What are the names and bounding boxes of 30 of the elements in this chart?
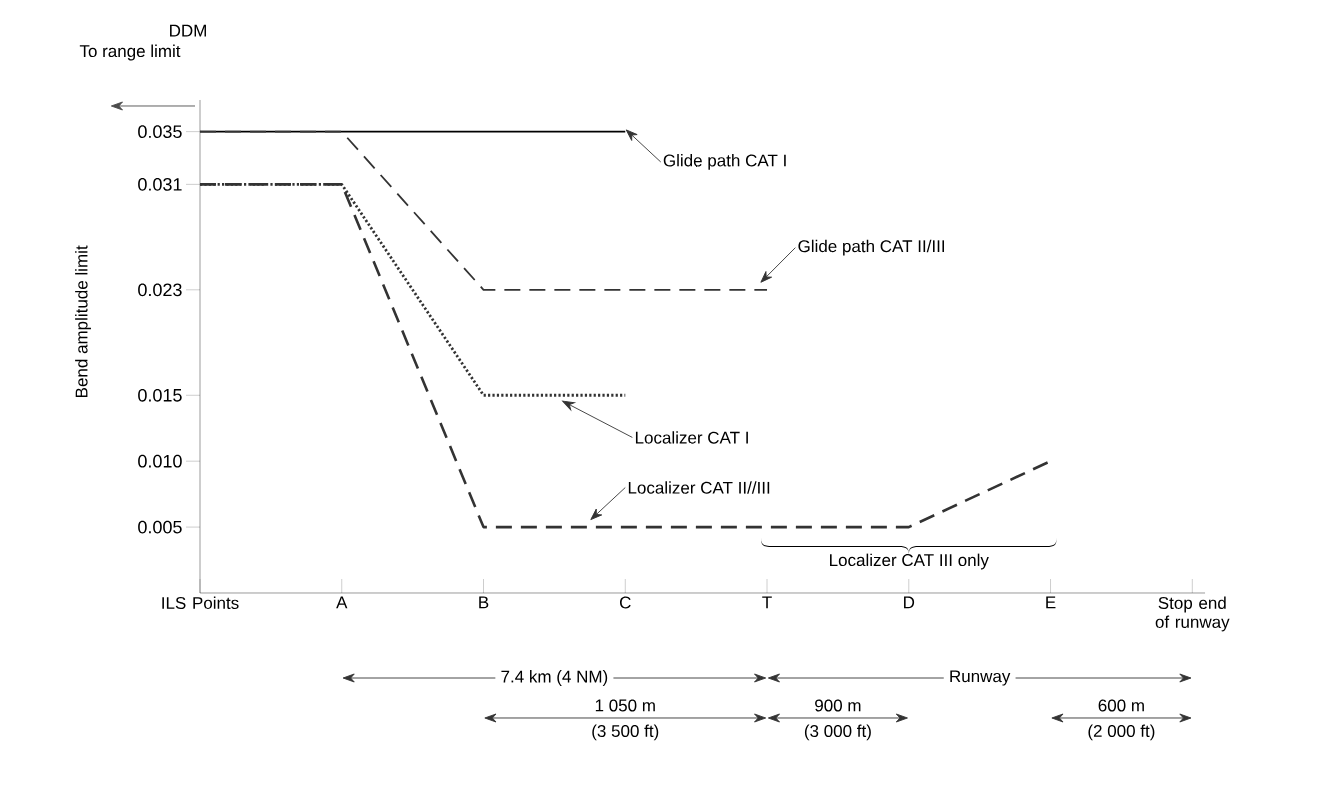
text: Glide path CAT I — [663, 154, 786, 170]
y-tick-label: 0.010 — [138, 454, 182, 468]
text: 600 m — [1098, 699, 1144, 712]
text: 7.4 km (4 NM) — [501, 670, 608, 686]
x-tick-label: T — [762, 596, 772, 609]
text: DDM — [170, 24, 206, 37]
series-label: Localizer CAT II//III — [628, 481, 770, 494]
x-tick-label: D — [904, 596, 915, 609]
x-tick-label: Stop end of runway — [1155, 596, 1230, 632]
x-tick-label: B — [479, 596, 489, 609]
y-axis-title: Bend amplitude limit — [75, 245, 91, 397]
annotation: Localizer CAT III only — [830, 553, 989, 570]
x-tick-label: C — [619, 596, 631, 609]
text: Glide path CAT II/III — [798, 239, 945, 256]
text: Runway — [950, 670, 1011, 686]
y-tick-label: 0.023 — [138, 283, 182, 297]
text: 900 m — [815, 699, 861, 712]
text: (2 000 ft) — [1088, 724, 1155, 741]
x-tick-label: E — [1046, 596, 1056, 609]
text: Localizer CAT I — [635, 431, 748, 444]
y-tick-label: 0.015 — [138, 388, 182, 402]
text: To range limit — [79, 44, 181, 61]
text: (3 500 ft) — [592, 724, 659, 741]
y-tick-label: 0.031 — [138, 177, 182, 191]
x-tick-label: ILS Points — [162, 596, 239, 610]
y-tick-label: 0.005 — [138, 520, 182, 534]
x-tick-label: A — [336, 596, 348, 609]
text: 1 050 m — [595, 699, 655, 712]
y-tick-label: 0.035 — [138, 125, 182, 138]
text: (3 000 ft) — [804, 724, 871, 741]
